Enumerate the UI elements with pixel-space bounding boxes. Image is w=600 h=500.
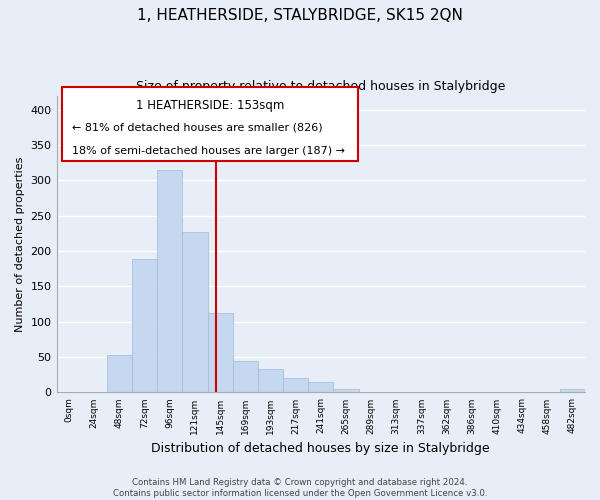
Bar [560,389,585,392]
Title: Size of property relative to detached houses in Stalybridge: Size of property relative to detached ho… [136,80,505,93]
Bar [182,232,208,392]
Text: ← 81% of detached houses are smaller (826): ← 81% of detached houses are smaller (82… [73,122,323,132]
Text: Contains HM Land Registry data © Crown copyright and database right 2024.
Contai: Contains HM Land Registry data © Crown c… [113,478,487,498]
Y-axis label: Number of detached properties: Number of detached properties [15,156,25,332]
Text: 1 HEATHERSIDE: 153sqm: 1 HEATHERSIDE: 153sqm [136,98,284,112]
Bar [334,389,359,392]
Bar [308,382,334,392]
Bar [132,259,157,392]
Bar [107,355,132,393]
Bar [258,369,283,392]
Text: 1, HEATHERSIDE, STALYBRIDGE, SK15 2QN: 1, HEATHERSIDE, STALYBRIDGE, SK15 2QN [137,8,463,22]
FancyBboxPatch shape [62,86,358,161]
Bar [208,312,233,392]
X-axis label: Distribution of detached houses by size in Stalybridge: Distribution of detached houses by size … [151,442,490,455]
Bar [283,378,308,392]
Text: 18% of semi-detached houses are larger (187) →: 18% of semi-detached houses are larger (… [73,146,346,156]
Bar [233,362,258,392]
Bar [157,170,182,392]
